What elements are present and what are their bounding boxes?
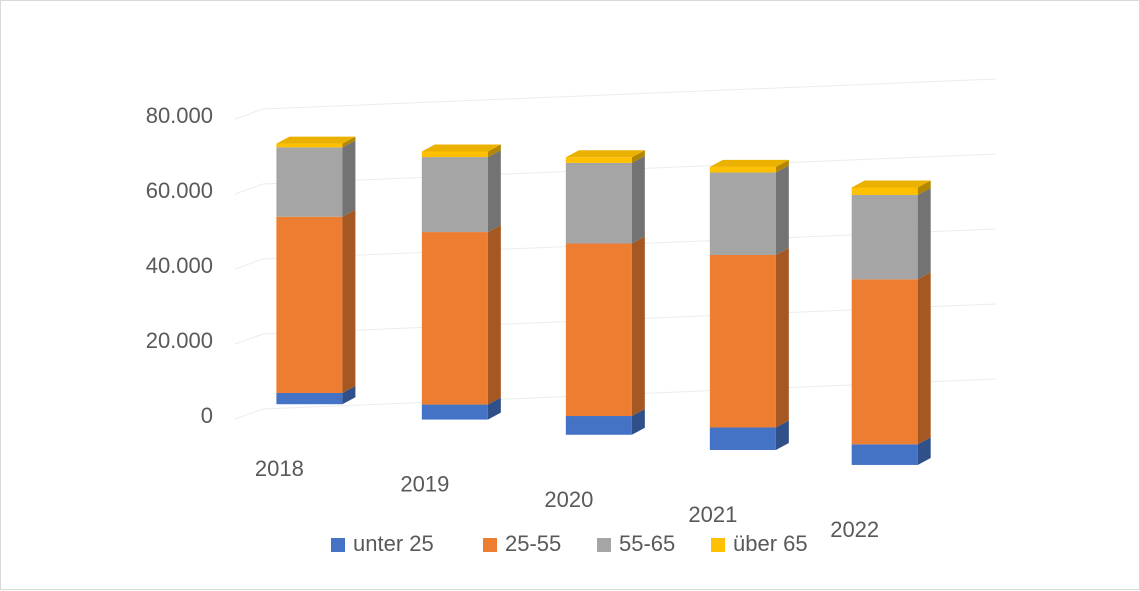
legend-label: über 65	[733, 531, 808, 556]
legend-swatch	[483, 538, 497, 552]
bar-2022-unter-25	[851, 444, 918, 465]
y-tick-label: 20.000	[146, 328, 213, 353]
bar-side-2018-25-55	[342, 209, 356, 393]
bar-2018-über-65	[276, 143, 343, 148]
gridline-side	[234, 108, 264, 120]
bar-side-2020-über-65	[631, 150, 645, 163]
y-tick-label: 80.000	[146, 103, 213, 128]
bar-side-2018-über-65	[342, 136, 356, 148]
y-axis-ticks: 0 20.000 40.000 60.000 80.000	[146, 103, 213, 428]
bar-top-2019	[421, 144, 501, 152]
bar-top-2021	[709, 159, 789, 167]
legend-label: unter 25	[353, 531, 434, 556]
legend-label: 55-65	[619, 531, 675, 556]
category-label: 2022	[830, 517, 879, 542]
bar-2018-25-55	[276, 216, 343, 393]
bar-2019-über-65	[421, 151, 488, 158]
bar-2020-über-65	[565, 157, 632, 163]
y-tick-label: 40.000	[146, 253, 213, 278]
bar-side-2021-über-65	[775, 159, 789, 173]
bar-2020-25-55	[565, 243, 632, 417]
bar-side-2020-unter-25	[631, 409, 645, 435]
bar-2021-25-55	[709, 254, 776, 428]
bars	[276, 136, 931, 465]
gridline-side	[234, 333, 264, 345]
bar-side-2022-über-65	[917, 180, 931, 195]
legend-swatch	[597, 538, 611, 552]
bar-2022-55-65	[851, 194, 918, 280]
gridline-side	[234, 258, 264, 270]
bar-2019-25-55	[421, 232, 488, 405]
bar-side-2021-25-55	[775, 247, 789, 428]
bar-2020-unter-25	[565, 416, 632, 435]
category-label: 2021	[688, 502, 737, 527]
category-label: 2018	[255, 456, 304, 481]
legend-swatch	[331, 538, 345, 552]
bar-side-2019-über-65	[487, 144, 501, 158]
bar-side-2022-unter-25	[917, 437, 931, 465]
gridline-side	[234, 183, 264, 195]
bar-side-2018-55-65	[342, 140, 356, 217]
bar-top-2022	[851, 180, 931, 188]
bar-top-2020	[565, 150, 645, 158]
bar-side-2019-55-65	[487, 150, 501, 233]
legend-swatch	[711, 538, 725, 552]
bar-2019-unter-25	[421, 404, 488, 420]
bar-2020-55-65	[565, 162, 632, 244]
bar-2018-55-65	[276, 147, 343, 217]
bar-side-2021-55-65	[775, 165, 789, 255]
bar-2021-55-65	[709, 172, 776, 255]
bar-side-2018-unter-25	[342, 385, 356, 405]
y-tick-label: 0	[201, 403, 213, 428]
bar-2022-25-55	[851, 279, 918, 445]
category-label: 2020	[544, 487, 593, 512]
bar-2021-unter-25	[709, 427, 776, 450]
gridline	[262, 78, 997, 110]
bar-2019-55-65	[421, 157, 488, 233]
bar-2022-über-65	[851, 187, 918, 195]
legend-label: 25-55	[505, 531, 561, 556]
bar-top-2018	[276, 136, 356, 144]
bar-side-2021-unter-25	[775, 420, 789, 450]
bar-side-2019-25-55	[487, 225, 501, 405]
x-axis-categories: 2018 2019 2020 2021 2022	[255, 456, 879, 542]
bar-side-2022-25-55	[917, 272, 931, 445]
bar-side-2020-25-55	[631, 236, 645, 417]
gridline-side	[234, 408, 264, 420]
category-label: 2019	[400, 472, 449, 497]
bar-2018-unter-25	[276, 392, 343, 405]
legend: unter 25 25-55 55-65 über 65	[331, 531, 808, 556]
bar-side-2022-55-65	[917, 187, 931, 280]
bar-side-2020-55-65	[631, 155, 645, 244]
y-tick-label: 60.000	[146, 178, 213, 203]
bar-2021-über-65	[709, 166, 776, 173]
bar-side-2019-unter-25	[487, 397, 501, 420]
